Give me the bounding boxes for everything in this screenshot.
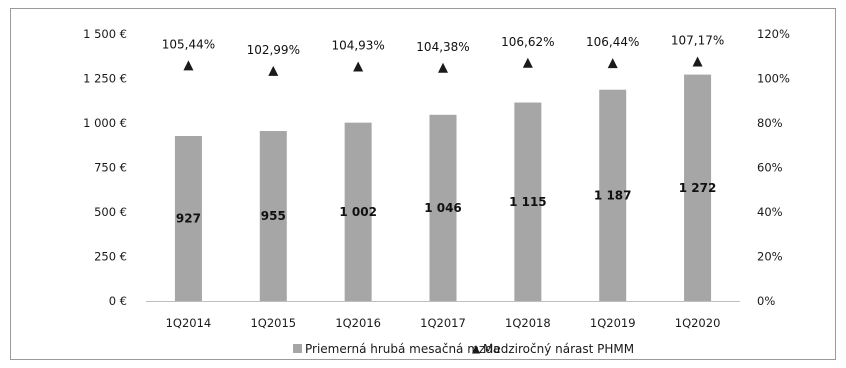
triangle-marker (268, 65, 279, 76)
triangle-marker (522, 57, 533, 68)
triangle-marker (438, 62, 448, 73)
right-tick-label: 60% (757, 161, 783, 175)
bar (514, 102, 542, 301)
x-axis-ticks: 1Q2014 1Q2015 1Q2016 1Q2017 1Q2018 1Q2019 1Q20… (166, 316, 721, 330)
right-tick-label: 0% (757, 294, 775, 308)
percent-label: 104,38% (416, 40, 469, 54)
x-tick-label: 1Q2015 (250, 316, 296, 330)
triangle-marker (607, 58, 618, 69)
bar-value-label: 1 187 (594, 188, 632, 202)
percent-label: 106,62% (501, 35, 554, 49)
triangle-marker (353, 61, 364, 72)
bar (174, 135, 202, 301)
right-tick-label: 40% (757, 205, 783, 219)
left-tick-label: 750 € (94, 161, 127, 175)
bar-value-label: 927 (176, 211, 201, 225)
triangle-marker (183, 60, 194, 71)
percent-label: 107,17% (671, 34, 724, 48)
bar-value-label: 1 115 (509, 195, 547, 209)
legend-swatch-bar (293, 344, 302, 353)
bar-value-label: 1 002 (339, 205, 377, 219)
left-tick-label: 0 € (109, 294, 127, 308)
left-axis-ticks: 0 € 250 € 500 € 750 € 1 000 € 1 250 € 1 500 € (83, 27, 127, 308)
x-tick-label: 1Q2020 (675, 316, 721, 330)
left-tick-label: 1 000 € (83, 116, 127, 130)
x-tick-label: 1Q2017 (420, 316, 466, 330)
percent-label: 105,44% (162, 37, 215, 51)
triangle-series: 105,44% 102,99% 104,93% 104,38% 106,62% 106,4… (162, 34, 724, 76)
bar-value-label: 1 046 (424, 201, 462, 215)
bar (599, 89, 627, 302)
legend-label-triangle: Medziročný nárast PHMM (483, 342, 634, 356)
bar (684, 74, 712, 301)
triangle-marker (692, 56, 703, 67)
right-axis-ticks: 0% 20% 40% 60% 80% 100% 120% (757, 27, 790, 308)
percent-label: 102,99% (247, 43, 300, 57)
right-tick-label: 80% (757, 116, 783, 130)
x-tick-label: 1Q2018 (505, 316, 551, 330)
bar-value-label: 1 272 (679, 181, 717, 195)
x-tick-label: 1Q2019 (590, 316, 636, 330)
left-tick-label: 250 € (94, 250, 127, 264)
left-tick-label: 1 500 € (83, 27, 127, 41)
right-tick-label: 100% (757, 72, 790, 86)
legend-label-bar: Priemerná hrubá mesačná mzda (305, 342, 500, 356)
legend-swatch-triangle (472, 345, 480, 354)
legend: Priemerná hrubá mesačná mzda Medziročný … (293, 342, 634, 356)
bar-series: 927 955 1 002 1 046 1 115 1 187 1 272 (174, 74, 717, 302)
bar-value-label: 955 (261, 209, 286, 223)
left-tick-label: 1 250 € (83, 72, 127, 86)
bar (429, 114, 457, 301)
bar (344, 122, 372, 301)
percent-label: 104,93% (331, 39, 384, 53)
x-tick-label: 1Q2014 (166, 316, 212, 330)
left-tick-label: 500 € (94, 205, 127, 219)
bar (259, 131, 287, 301)
percent-label: 106,44% (586, 35, 639, 49)
right-tick-label: 20% (757, 250, 783, 264)
right-tick-label: 120% (757, 27, 790, 41)
x-tick-label: 1Q2016 (335, 316, 381, 330)
